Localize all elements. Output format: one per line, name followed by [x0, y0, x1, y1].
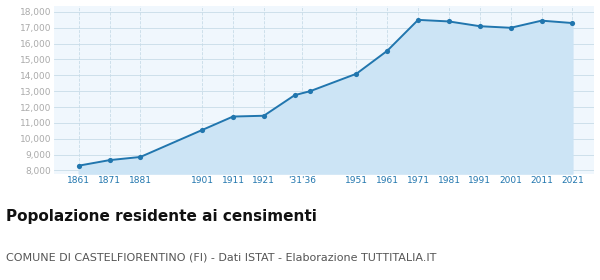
Point	[537, 18, 547, 23]
Point	[197, 128, 207, 132]
Text: COMUNE DI CASTELFIORENTINO (FI) - Dati ISTAT - Elaborazione TUTTITALIA.IT: COMUNE DI CASTELFIORENTINO (FI) - Dati I…	[6, 252, 436, 262]
Point	[444, 19, 454, 24]
Point	[413, 18, 423, 22]
Text: Popolazione residente ai censimenti: Popolazione residente ai censimenti	[6, 209, 317, 224]
Point	[259, 113, 269, 118]
Point	[290, 93, 299, 97]
Point	[305, 89, 315, 94]
Point	[228, 114, 238, 119]
Point	[136, 155, 145, 159]
Point	[475, 24, 485, 29]
Point	[74, 164, 83, 168]
Point	[382, 48, 392, 53]
Point	[105, 158, 115, 162]
Point	[506, 25, 515, 30]
Point	[568, 21, 577, 25]
Point	[352, 71, 361, 76]
